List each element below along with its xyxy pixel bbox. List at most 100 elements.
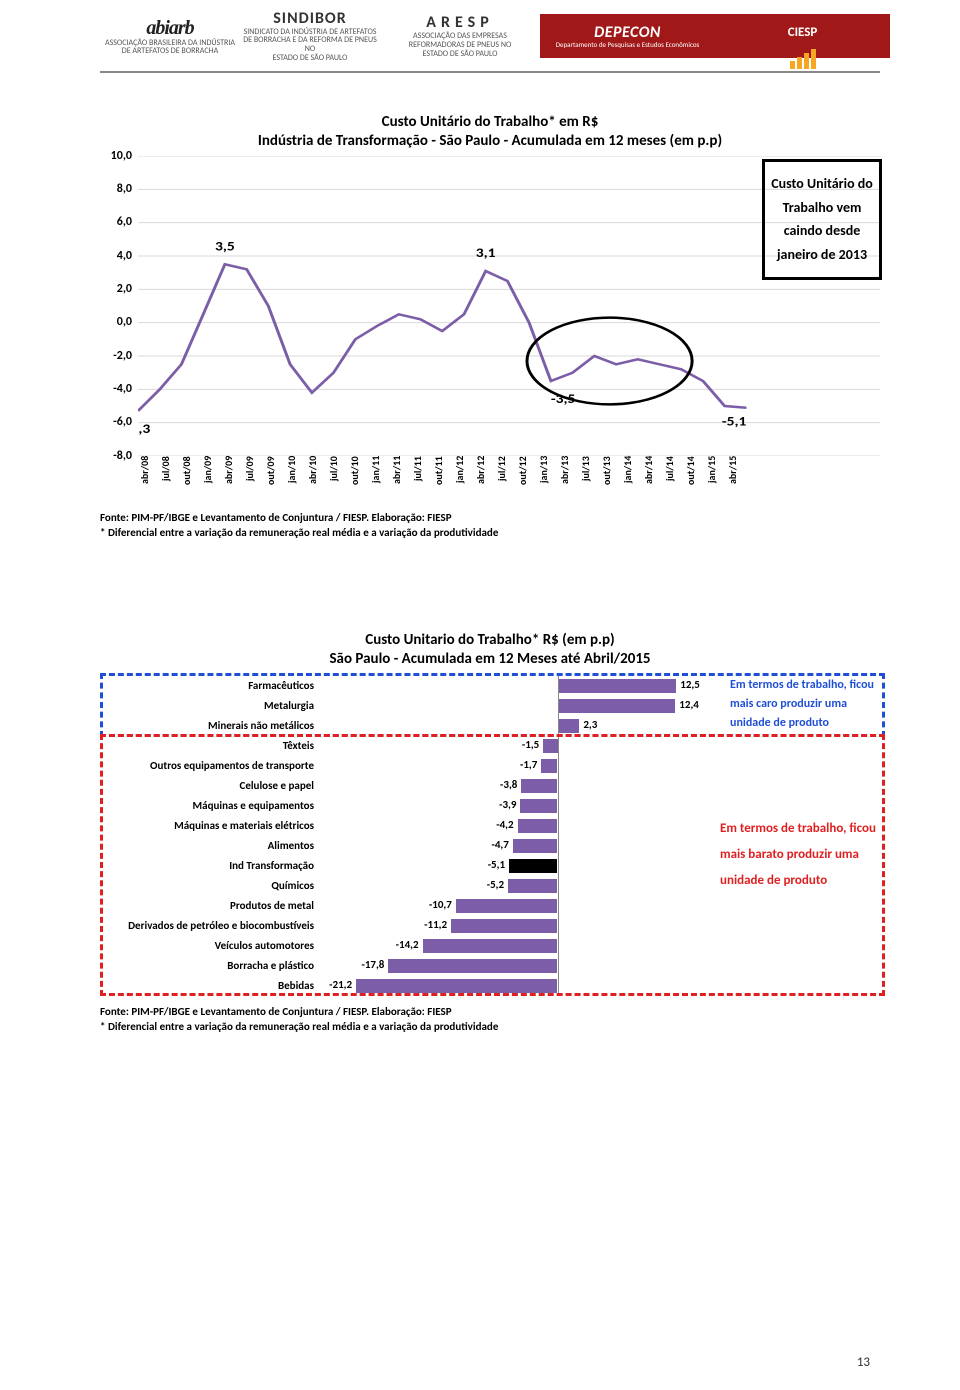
chart2-zero-line [558, 676, 559, 996]
bar-category-label: Minerais não metálicos [100, 719, 320, 732]
chart1-xtick: jan/13 [537, 456, 558, 504]
chart1-title1: Custo Unitário do Trabalho* em R$ [100, 113, 880, 133]
chart1-xtick: abr/15 [726, 456, 747, 504]
chart2-hbar: Custo Unitario do Trabalho* R$ (em p.p) … [100, 631, 880, 1035]
bar-row: Bebidas-21,2 [100, 976, 880, 996]
bar-track: -14,2 [320, 939, 880, 953]
bar-track: -3,8 [320, 779, 880, 793]
bar-row: Celulose e papel-3,8 [100, 776, 880, 796]
chart1-xtick: abr/12 [474, 456, 495, 504]
bar-value-label: -17,8 [361, 958, 384, 971]
bar-track: -1,5 [320, 739, 880, 753]
chart1-xtick: abr/09 [222, 456, 243, 504]
logo-aresp: ARESP ASSOCIAÇÃO DAS EMPRESAS REFORMADOR… [380, 14, 540, 58]
chart1-xtick: jul/14 [663, 456, 684, 504]
chart1-xtick: abr/13 [558, 456, 579, 504]
chart1-xtick: jul/10 [327, 456, 348, 504]
bar-row: Máquinas e equipamentos-3,9 [100, 796, 880, 816]
bar-category-label: Têxteis [100, 739, 320, 752]
chart1-ytick: -6,0 [113, 415, 132, 429]
bar-rect [520, 799, 557, 813]
bar-rect [518, 819, 558, 833]
bar-rect [451, 919, 557, 933]
bar-rect [558, 679, 677, 693]
bar-value-label: -11,2 [424, 918, 447, 931]
bar-rect [541, 759, 557, 773]
chart1-xtick: out/11 [432, 456, 453, 504]
chart1-source1: Fonte: PIM-PF/IBGE e Levantamento de Con… [100, 510, 880, 525]
chart2-source2: * Diferencial entre a variação da remune… [100, 1019, 880, 1034]
chart2-source1: Fonte: PIM-PF/IBGE e Levantamento de Con… [100, 1004, 880, 1019]
fiesp-bars-icon [790, 49, 816, 69]
depecon-sub: Departamento de Pesquisas e Estudos Econ… [556, 41, 700, 49]
bar-value-label: -4,7 [491, 838, 508, 851]
chart1-xtick: out/09 [264, 456, 285, 504]
bar-track: -3,9 [320, 799, 880, 813]
chart1-xaxis: abr/08jul/08out/08jan/09abr/09jul/09out/… [138, 456, 880, 504]
chart1-ytick: -4,0 [113, 382, 132, 396]
bar-category-label: Ind Transformação [100, 859, 320, 872]
bar-rect [509, 859, 557, 873]
bar-rect [388, 959, 557, 973]
chart1-xtick: jul/11 [411, 456, 432, 504]
bar-value-label: -14,2 [396, 938, 419, 951]
bar-row: Outros equipamentos de transporte-1,7 [100, 756, 880, 776]
chart1-xtick: out/12 [516, 456, 537, 504]
bar-rect [558, 699, 676, 713]
bar-track: -11,2 [320, 919, 880, 933]
bar-category-label: Químicos [100, 879, 320, 892]
bar-rect [423, 939, 558, 953]
chart1-ytick: 0,0 [117, 315, 132, 329]
chart1-ytick: -2,0 [113, 349, 132, 363]
svg-text:3,5: 3,5 [215, 237, 235, 253]
chart1-xtick: jul/13 [579, 456, 600, 504]
chart1-xtick: abr/14 [642, 456, 663, 504]
bar-rect [558, 719, 580, 733]
chart1-xtick: abr/10 [306, 456, 327, 504]
bar-track: -10,7 [320, 899, 880, 913]
bar-value-label: -3,9 [499, 798, 516, 811]
chart1-xtick: jan/10 [285, 456, 306, 504]
header-logos: abiarb ASSOCIAÇÃO BRASILEIRA DA INDÚSTRI… [0, 0, 960, 71]
chart1-xtick: out/10 [348, 456, 369, 504]
chart1-ytick: 10,0 [111, 149, 132, 163]
chart1-ytick: -8,0 [113, 449, 132, 463]
chart1-xtick: out/13 [600, 456, 621, 504]
bar-row: Produtos de metal-10,7 [100, 896, 880, 916]
abiarb-sub2: DE ARTEFATOS DE BORRACHA [122, 47, 218, 56]
logo-abiarb: abiarb ASSOCIAÇÃO BRASILEIRA DA INDÚSTRI… [100, 17, 240, 57]
chart1-xtick: jul/08 [159, 456, 180, 504]
bar-value-label: 2,3 [583, 718, 597, 731]
chart1-yaxis: 10,08,06,04,02,00,0-2,0-4,0-6,0-8,0 [100, 156, 138, 456]
chart2-title1: Custo Unitario do Trabalho* R$ (em p.p) [100, 631, 880, 651]
depecon-mark: DEPECON [594, 24, 661, 42]
bar-category-label: Derivados de petróleo e biocombustíveis [100, 919, 320, 932]
chart1-source: Fonte: PIM-PF/IBGE e Levantamento de Con… [100, 510, 880, 541]
bar-value-label: -1,7 [520, 758, 537, 771]
svg-text:3,1: 3,1 [476, 244, 496, 260]
bar-category-label: Produtos de metal [100, 899, 320, 912]
sindibor-mark: SINDIBOR [273, 10, 347, 28]
chart2-annot-bottom: Em termos de trabalho, ficou mais barato… [720, 816, 890, 894]
chart1-xtick: out/08 [180, 456, 201, 504]
svg-text:-5,1: -5,1 [722, 413, 747, 429]
bar-value-label: -4,2 [496, 818, 513, 831]
bar-track: -21,2 [320, 979, 880, 993]
bar-category-label: Veículos automotores [100, 939, 320, 952]
chart1-xtick: out/14 [684, 456, 705, 504]
chart1-source2: * Diferencial entre a variação da remune… [100, 525, 880, 540]
bar-value-label: -21,2 [329, 978, 352, 991]
bar-category-label: Máquinas e materiais elétricos [100, 819, 320, 832]
chart1-titles: Custo Unitário do Trabalho* em R$ Indúst… [100, 113, 880, 152]
chart2-titles: Custo Unitario do Trabalho* R$ (em p.p) … [100, 631, 880, 670]
chart2-source: Fonte: PIM-PF/IBGE e Levantamento de Con… [100, 1004, 880, 1035]
bar-category-label: Farmacêuticos [100, 679, 320, 692]
chart1-ytick: 8,0 [117, 182, 132, 196]
bar-row: Derivados de petróleo e biocombustíveis -… [100, 916, 880, 936]
aresp-sub3: ESTADO DE SÃO PAULO [423, 50, 498, 59]
chart1-xtick: jan/15 [705, 456, 726, 504]
fiesp-mark2: CIESP [788, 26, 818, 40]
logo-depecon: DEPECON Departamento de Pesquisas e Estu… [540, 14, 715, 58]
bar-rect [521, 779, 557, 793]
chart1-xtick: jan/14 [621, 456, 642, 504]
